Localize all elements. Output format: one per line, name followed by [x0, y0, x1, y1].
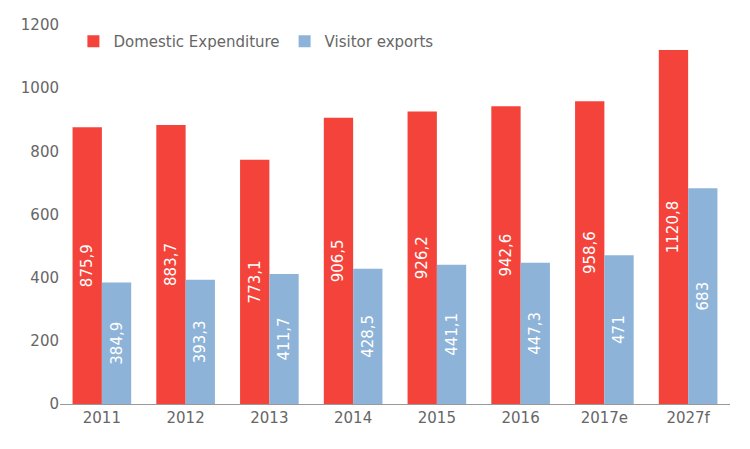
svg-text:200: 200	[30, 332, 59, 350]
svg-text:411,7: 411,7	[275, 318, 293, 361]
svg-text:883,7: 883,7	[162, 243, 180, 286]
svg-text:Visitor exports: Visitor exports	[325, 33, 434, 51]
svg-text:393,3: 393,3	[191, 320, 209, 363]
svg-text:2016: 2016	[502, 409, 540, 427]
svg-text:958,6: 958,6	[581, 231, 599, 274]
svg-text:906,5: 906,5	[329, 239, 347, 282]
svg-text:773,1: 773,1	[246, 260, 264, 303]
svg-text:942,6: 942,6	[497, 234, 515, 277]
svg-text:600: 600	[30, 206, 59, 224]
svg-text:428,5: 428,5	[359, 315, 377, 358]
svg-text:0: 0	[49, 395, 59, 413]
svg-text:875,9: 875,9	[78, 244, 96, 287]
svg-text:Domestic Expenditure: Domestic Expenditure	[113, 33, 279, 51]
svg-text:2027f: 2027f	[666, 409, 710, 427]
svg-text:800: 800	[30, 143, 59, 161]
svg-text:2011: 2011	[83, 409, 121, 427]
svg-text:2017e: 2017e	[581, 409, 628, 427]
svg-text:2015: 2015	[418, 409, 456, 427]
svg-text:2014: 2014	[334, 409, 372, 427]
svg-text:447,3: 447,3	[526, 312, 544, 355]
svg-text:1200: 1200	[21, 16, 59, 34]
svg-text:683: 683	[694, 282, 712, 311]
svg-text:1120,8: 1120,8	[664, 201, 682, 254]
svg-text:2012: 2012	[167, 409, 205, 427]
svg-text:1000: 1000	[21, 79, 59, 97]
svg-text:384,9: 384,9	[108, 322, 126, 365]
svg-text:471: 471	[610, 315, 628, 344]
svg-text:926,2: 926,2	[413, 236, 431, 279]
svg-text:400: 400	[30, 269, 59, 287]
svg-text:441,1: 441,1	[443, 313, 461, 356]
svg-text:2013: 2013	[250, 409, 288, 427]
